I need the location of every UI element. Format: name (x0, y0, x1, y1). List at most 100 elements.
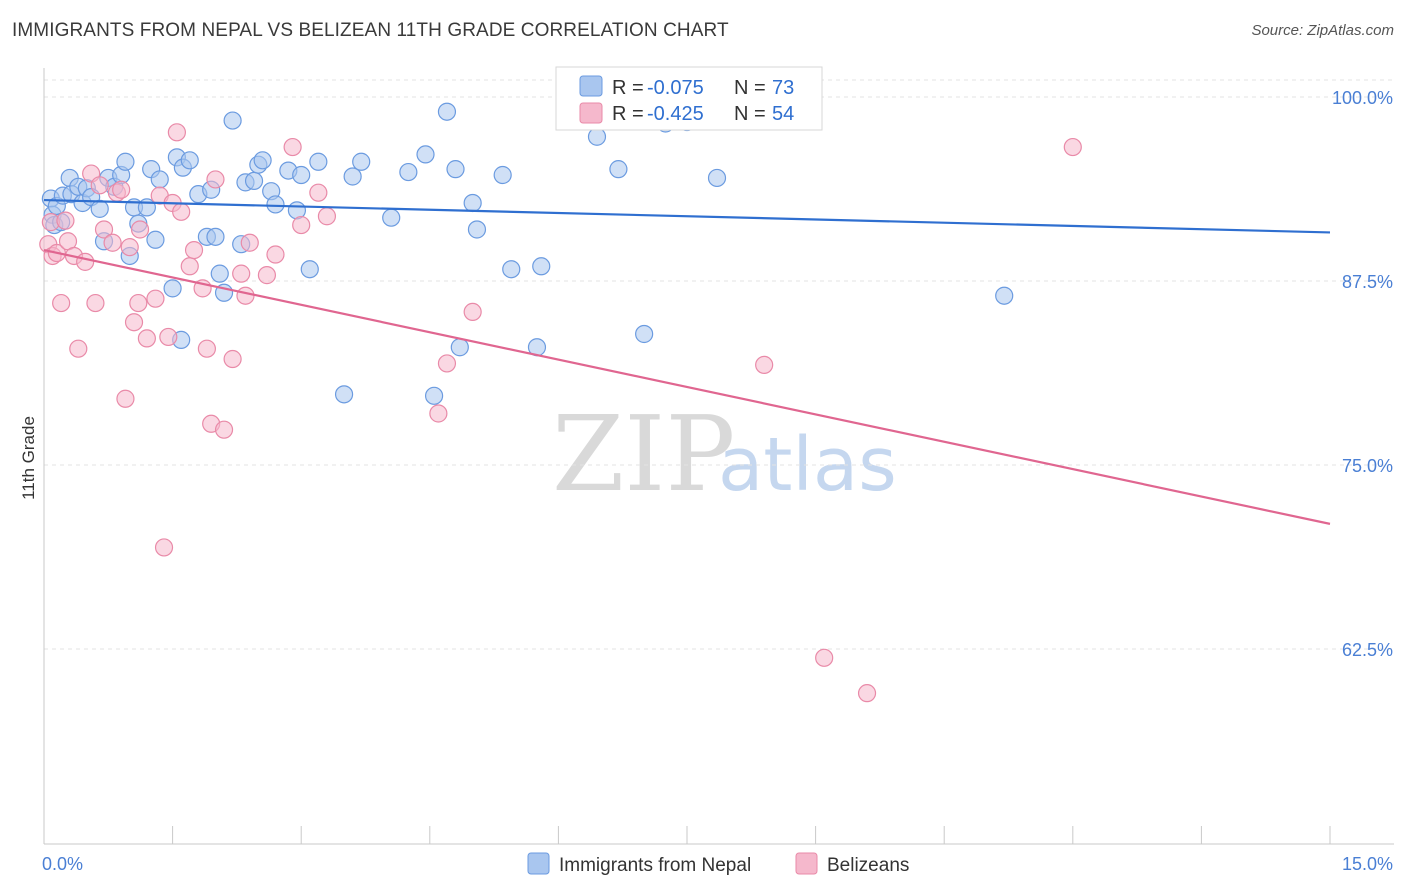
legend-swatch-nepal (579, 75, 603, 97)
nepal-point (206, 227, 225, 246)
belize-point (815, 648, 834, 667)
y-axis-title: 11th Grade (19, 416, 38, 500)
legend-nepal-n-value: 73 (772, 77, 794, 99)
belize-point (130, 220, 150, 239)
belize-point (124, 313, 144, 332)
belize-point (159, 327, 178, 347)
belize-point (283, 137, 302, 157)
belize-points (39, 123, 1082, 703)
nepal-point (343, 167, 362, 186)
bottom-legend-label-nepal[interactable]: Immigrants from Nepal (559, 855, 751, 876)
belize-point (86, 293, 105, 313)
nepal-point (180, 151, 199, 170)
belize-point (223, 349, 242, 369)
nepal-point (587, 127, 607, 146)
y-tick-label: 100.0% (1332, 88, 1393, 108)
nepal-point (352, 152, 371, 171)
belize-point (1063, 137, 1082, 157)
belize-point (309, 183, 328, 202)
belize-point (257, 266, 277, 285)
chart-title: IMMIGRANTS FROM NEPAL VS BELIZEAN 11TH G… (12, 20, 729, 41)
belize-point (94, 220, 114, 239)
belize-point (90, 176, 109, 195)
belize-point (167, 123, 186, 142)
nepal-point (266, 195, 285, 214)
nepal-point (424, 386, 444, 405)
nepal-point (532, 257, 551, 276)
trend-lines (43, 198, 1331, 525)
legend-nepal-n-label: N = (734, 77, 766, 99)
source-credit: Source: ZipAtlas.com (1251, 22, 1394, 39)
nepal-point (309, 152, 328, 171)
belize-point (857, 684, 877, 703)
belize-point (112, 180, 131, 199)
belize-point (146, 289, 165, 308)
nepal-point (450, 338, 469, 357)
belize-point (463, 302, 482, 322)
correlation-legend: R = -0.075 N = 73 R = -0.425 N = 54 (555, 66, 823, 131)
nepal-point (399, 162, 418, 182)
belize-point (214, 420, 234, 439)
nepal-point (334, 385, 354, 404)
y-tick-label: 62.5% (1342, 640, 1393, 660)
nepal-point (995, 286, 1014, 305)
series-legend: Immigrants from Nepal Belizeans (527, 852, 909, 876)
gridlines (44, 79, 1394, 650)
x-ticks (43, 826, 1331, 844)
belize-point (69, 339, 88, 358)
belize-point (56, 211, 75, 230)
nepal-point (116, 152, 135, 171)
legend-belize-r-label: R = (612, 103, 644, 125)
legend-belize-r-value: -0.425 (647, 103, 704, 125)
legend-nepal-r-value: -0.075 (647, 77, 704, 99)
nepal-point (609, 160, 628, 179)
belize-point (120, 238, 139, 257)
y-tick-labels: 100.0% 87.5% 75.0% 62.5% (1332, 88, 1393, 660)
nepal-point (493, 165, 512, 185)
nepal-point (446, 160, 465, 179)
nepal-trend-line (43, 198, 1331, 234)
legend-belize-n-value: 54 (772, 103, 794, 125)
belize-point (429, 404, 448, 423)
legend-swatch-belize (579, 102, 603, 124)
belize-point (755, 355, 774, 375)
bottom-legend-label-belize[interactable]: Belizeans (827, 855, 909, 876)
bottom-legend-swatch-nepal[interactable] (527, 852, 550, 875)
belize-point (437, 354, 457, 373)
nepal-point (244, 171, 264, 191)
belize-trend-line (43, 249, 1331, 525)
nepal-point (253, 151, 272, 170)
nepal-point (163, 279, 182, 298)
nepal-point (292, 165, 311, 185)
nepal-point (416, 145, 435, 164)
belize-point (197, 339, 216, 358)
belize-point (76, 252, 95, 271)
belize-point (103, 233, 122, 252)
nepal-point (463, 193, 482, 213)
belize-point (317, 207, 337, 226)
nepal-point (210, 264, 229, 283)
belize-point (266, 245, 285, 264)
x-tick-label-max: 15.0% (1342, 854, 1393, 874)
belize-point (116, 389, 135, 408)
belize-point (52, 293, 71, 313)
y-tick-label: 87.5% (1342, 272, 1393, 292)
belize-point (172, 202, 191, 221)
belize-point (232, 264, 251, 283)
belize-point (206, 170, 225, 189)
belize-point (236, 286, 255, 305)
nepal-point (223, 111, 242, 130)
nepal-point (90, 199, 109, 218)
nepal-point (300, 260, 319, 279)
belize-point (240, 233, 259, 252)
bottom-legend-swatch-belize[interactable] (795, 852, 818, 875)
legend-nepal-r-label: R = (612, 77, 644, 99)
legend-belize-n-label: N = (734, 103, 766, 125)
nepal-point (467, 220, 487, 239)
belize-point (137, 329, 156, 348)
x-tick-label-min: 0.0% (42, 854, 83, 874)
nepal-point (707, 168, 727, 188)
nepal-point (635, 324, 654, 344)
belize-point (129, 293, 148, 313)
